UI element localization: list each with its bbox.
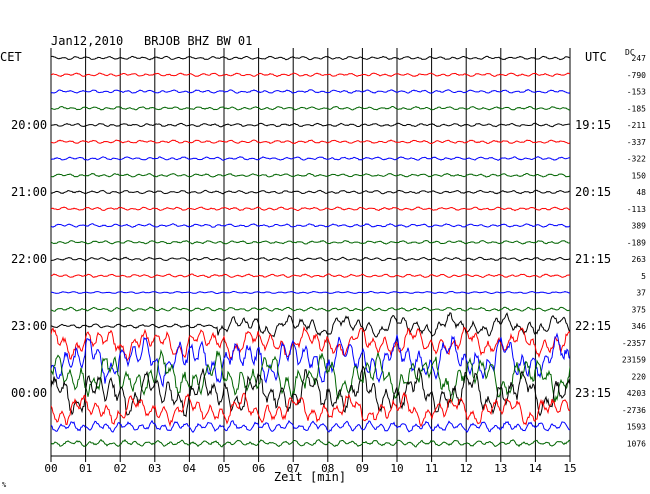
x-tick-group: 00 01 02 03 04 05 06 07 08 09 10 11 12 13 14 15 [44,456,577,475]
x-tick-label: 09 [356,462,369,475]
seismic-trace [51,348,570,403]
seismic-trace [51,206,570,212]
dc-offset-label: 220 [632,372,647,381]
seismic-trace [51,325,570,363]
x-tick-label: 08 [321,462,334,475]
x-tick-label: 14 [529,462,543,475]
left-time-label: 23:00 [11,319,47,333]
left-time-label: 21:00 [11,185,47,199]
corner-mark: % [2,481,7,489]
x-tick-label: 13 [494,462,507,475]
dc-offset-label: 150 [632,171,647,180]
dc-offset-label: 4203 [627,389,646,398]
x-tick-label: 11 [425,462,438,475]
dc-offset-label: -211 [627,121,646,130]
x-tick-label: 02 [114,462,127,475]
left-time-label: 20:00 [11,118,47,132]
dc-offset-label: 1076 [627,439,646,448]
dc-offset-label: -153 [627,88,646,97]
seismic-trace [51,72,570,78]
dc-offset-label: 5 [641,272,646,281]
right-time-label: 23:15 [575,386,611,400]
chart-station: BRJOB BHZ BW 01 [144,34,252,48]
x-tick-label: 12 [460,462,473,475]
dc-offset-label: -337 [627,138,646,147]
x-tick-label: 04 [183,462,197,475]
dc-offset-label: 48 [636,188,646,197]
right-time-label: 20:15 [575,185,611,199]
dc-offset-label: 346 [632,322,647,331]
left-time-labels: 20:00 21:00 22:00 23:00 00:00 [11,118,47,400]
dc-header-label: DC [625,48,635,57]
dc-offset-label: 375 [632,305,647,314]
right-timezone-label: UTC [585,50,607,64]
seismic-trace [51,139,570,145]
seismic-trace [51,273,570,279]
x-tick-label: 00 [44,462,57,475]
seismic-trace [51,256,570,262]
dc-offset-label: -113 [627,205,646,214]
seismic-trace [51,290,570,294]
dc-offset-label: 23159 [622,356,646,365]
seismic-trace [51,306,570,312]
dc-offset-label: 247 [632,54,647,63]
chart-date: Jan12,2010 [51,34,123,48]
x-tick-label: 15 [563,462,576,475]
trace-group [51,55,570,448]
dc-offset-label: -189 [627,238,646,247]
dc-offset-label: -790 [627,71,646,80]
x-tick-label: 05 [217,462,230,475]
dc-offset-labels: 247 -790 -153 -185 -211 -337 -322 150 48 -113 389 -… [622,54,646,448]
seismic-trace [51,156,570,161]
seismic-trace [51,122,570,128]
seismic-trace [51,365,570,418]
dc-offset-label: -2357 [622,339,646,348]
seismic-trace [51,55,570,61]
seismic-trace [51,105,570,111]
dc-offset-label: -2736 [622,406,646,415]
x-tick-label: 07 [287,462,300,475]
seismic-trace [51,239,570,245]
dc-offset-label: 263 [632,255,647,264]
right-time-label: 21:15 [575,252,611,266]
seismic-trace [51,223,570,228]
left-timezone-label: CET [0,50,22,64]
seismic-trace [51,391,570,428]
seismic-trace [51,312,570,338]
dc-offset-label: 389 [632,222,647,231]
x-tick-label: 06 [252,462,265,475]
right-time-label: 19:15 [575,118,611,132]
seismic-trace [51,332,570,388]
dc-offset-label: 37 [636,289,646,298]
x-tick-label: 01 [79,462,92,475]
seismic-trace [51,89,570,94]
left-time-label: 22:00 [11,252,47,266]
dc-offset-label: -322 [627,155,646,164]
x-axis-title: Zeit [min] [274,470,346,484]
right-time-labels: 19:15 20:15 21:15 22:15 23:15 [575,118,611,400]
seismic-trace [51,438,570,448]
dc-offset-label: -185 [627,104,646,113]
seismic-trace [51,189,570,195]
x-tick-label: 10 [390,462,403,475]
right-time-label: 22:15 [575,319,611,333]
x-tick-label: 03 [148,462,161,475]
left-time-label: 00:00 [11,386,47,400]
seismic-trace [51,419,570,434]
dc-offset-label: 1593 [627,423,646,432]
seismic-trace [51,172,570,178]
